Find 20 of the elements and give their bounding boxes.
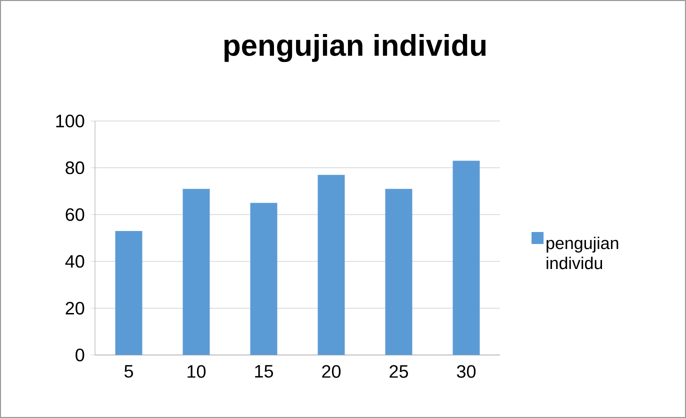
- bar: [385, 188, 412, 355]
- chart-title: pengujian individu: [224, 34, 486, 62]
- x-tick-label: 10: [188, 365, 206, 378]
- bar: [452, 160, 480, 355]
- y-tick-label: 20: [66, 302, 84, 315]
- x-tick-label: 25: [390, 365, 408, 378]
- bar: [182, 188, 210, 355]
- y-tick-label: 100: [56, 114, 84, 128]
- x-tick-label: 20: [322, 365, 341, 378]
- x-tick-label: 15: [255, 365, 273, 378]
- y-tick-label: 0: [76, 348, 84, 362]
- y-tick-label: 80: [66, 161, 84, 174]
- legend-label: pengujian individu: [546, 236, 618, 270]
- x-tick-label: 30: [456, 365, 476, 378]
- x-tick-label: 5: [124, 365, 133, 378]
- y-tick-label: 40: [65, 255, 84, 268]
- bar: [115, 230, 142, 355]
- y-tick-label: 60: [66, 208, 84, 221]
- bar: [250, 202, 278, 355]
- bar: [318, 174, 345, 355]
